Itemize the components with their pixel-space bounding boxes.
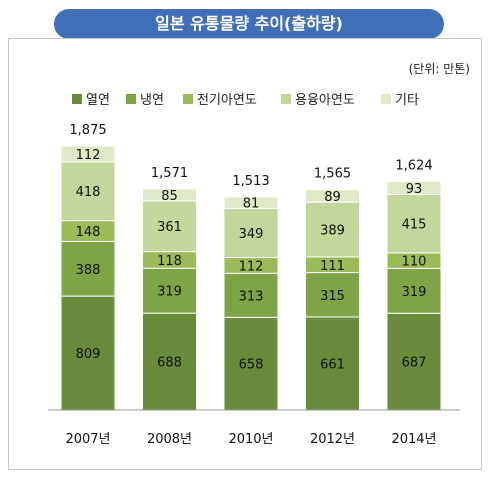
data-label: 111 — [320, 259, 345, 274]
data-label: 110 — [402, 255, 427, 270]
data-label: 319 — [402, 285, 427, 300]
x-tick-label: 2012년 — [310, 432, 355, 447]
total-label: 1,875 — [69, 123, 106, 138]
data-label: 81 — [243, 197, 260, 212]
legend-item-3: 용융아연도 — [281, 93, 355, 108]
unit-label: (단위: 만톤) — [408, 62, 470, 76]
data-label: 687 — [402, 356, 427, 371]
bar-segment — [386, 267, 442, 314]
chart-title: 일본 유통물량 추이(출하량) — [54, 9, 444, 39]
legend-item-2: 전기아연도 — [183, 93, 257, 108]
bar-segment — [223, 196, 279, 209]
bar-segment — [223, 207, 279, 259]
data-label: 809 — [76, 347, 101, 362]
bar-segment — [60, 145, 116, 163]
data-label: 389 — [320, 224, 345, 239]
data-label: 313 — [239, 289, 264, 304]
bar-segment — [305, 201, 360, 258]
data-label: 89 — [324, 190, 341, 205]
legend-swatch — [72, 94, 82, 104]
total-label: 1,571 — [151, 166, 188, 181]
data-label: 418 — [76, 185, 101, 200]
data-label: 93 — [406, 182, 423, 197]
total-label: 1,624 — [395, 158, 432, 173]
legend-label: 전기아연도 — [197, 93, 257, 108]
bar-segment — [60, 240, 116, 297]
bar-stack-4: 687 319 110 415 93 1,624 — [386, 158, 442, 411]
bar-segment — [305, 189, 360, 203]
x-tick-label: 2014년 — [391, 432, 436, 447]
legend-swatch — [126, 94, 136, 104]
x-tick-label: 2008년 — [147, 432, 192, 447]
bar-stack-2: 658 313 112 349 81 1,513 — [223, 174, 279, 411]
legend-label: 열연 — [86, 93, 110, 108]
bar-segment — [386, 312, 442, 411]
legend-label: 용융아연도 — [295, 93, 355, 108]
data-label: 361 — [157, 220, 182, 235]
legend-swatch — [281, 94, 291, 104]
total-label: 1,565 — [314, 167, 351, 182]
x-axis-labels: 2007년 2008년 2010년 2012년 2014년 — [65, 432, 436, 447]
bar-segment — [386, 193, 442, 254]
bar-segment — [386, 180, 442, 195]
legend-swatch — [381, 94, 391, 104]
bar-segment — [305, 272, 360, 318]
bars: 8093881484181121,875688319118361851,5716… — [60, 123, 442, 411]
bar-segment — [223, 316, 279, 411]
legend: 열연 냉연 전기아연도 용융아연도 기타 — [72, 93, 419, 108]
data-label: 349 — [239, 227, 264, 242]
bar-stack-0: 809 388 148 418 112 1,875 — [60, 123, 116, 411]
data-label: 319 — [157, 285, 182, 300]
total-label: 1,513 — [232, 174, 269, 189]
bar-segment — [60, 295, 116, 411]
data-label: 415 — [402, 218, 427, 233]
data-label: 388 — [76, 263, 101, 278]
bar-segment — [223, 272, 279, 318]
data-label: 658 — [239, 358, 264, 373]
data-label: 148 — [76, 225, 101, 240]
data-label: 688 — [157, 356, 182, 371]
bar-stack-3: 661 315 111 389 89 1,565 — [305, 167, 360, 411]
x-tick-label: 2010년 — [228, 432, 273, 447]
data-label: 315 — [320, 289, 345, 304]
bar-segment — [305, 316, 360, 411]
bar-stack-1: 688 319 118 361 85 1,571 — [142, 166, 197, 411]
legend-label: 기타 — [395, 93, 419, 108]
legend-swatch — [183, 94, 193, 104]
x-tick-label: 2007년 — [65, 432, 110, 447]
legend-item-0: 열연 — [72, 93, 110, 108]
legend-item-1: 냉연 — [126, 93, 164, 108]
bar-segment — [142, 188, 197, 202]
data-label: 118 — [157, 254, 182, 269]
data-label: 112 — [76, 148, 101, 163]
legend-item-4: 기타 — [381, 93, 419, 108]
data-label: 661 — [320, 357, 345, 372]
data-label: 112 — [239, 259, 264, 274]
legend-label: 냉연 — [140, 93, 164, 108]
data-label: 85 — [161, 189, 178, 204]
